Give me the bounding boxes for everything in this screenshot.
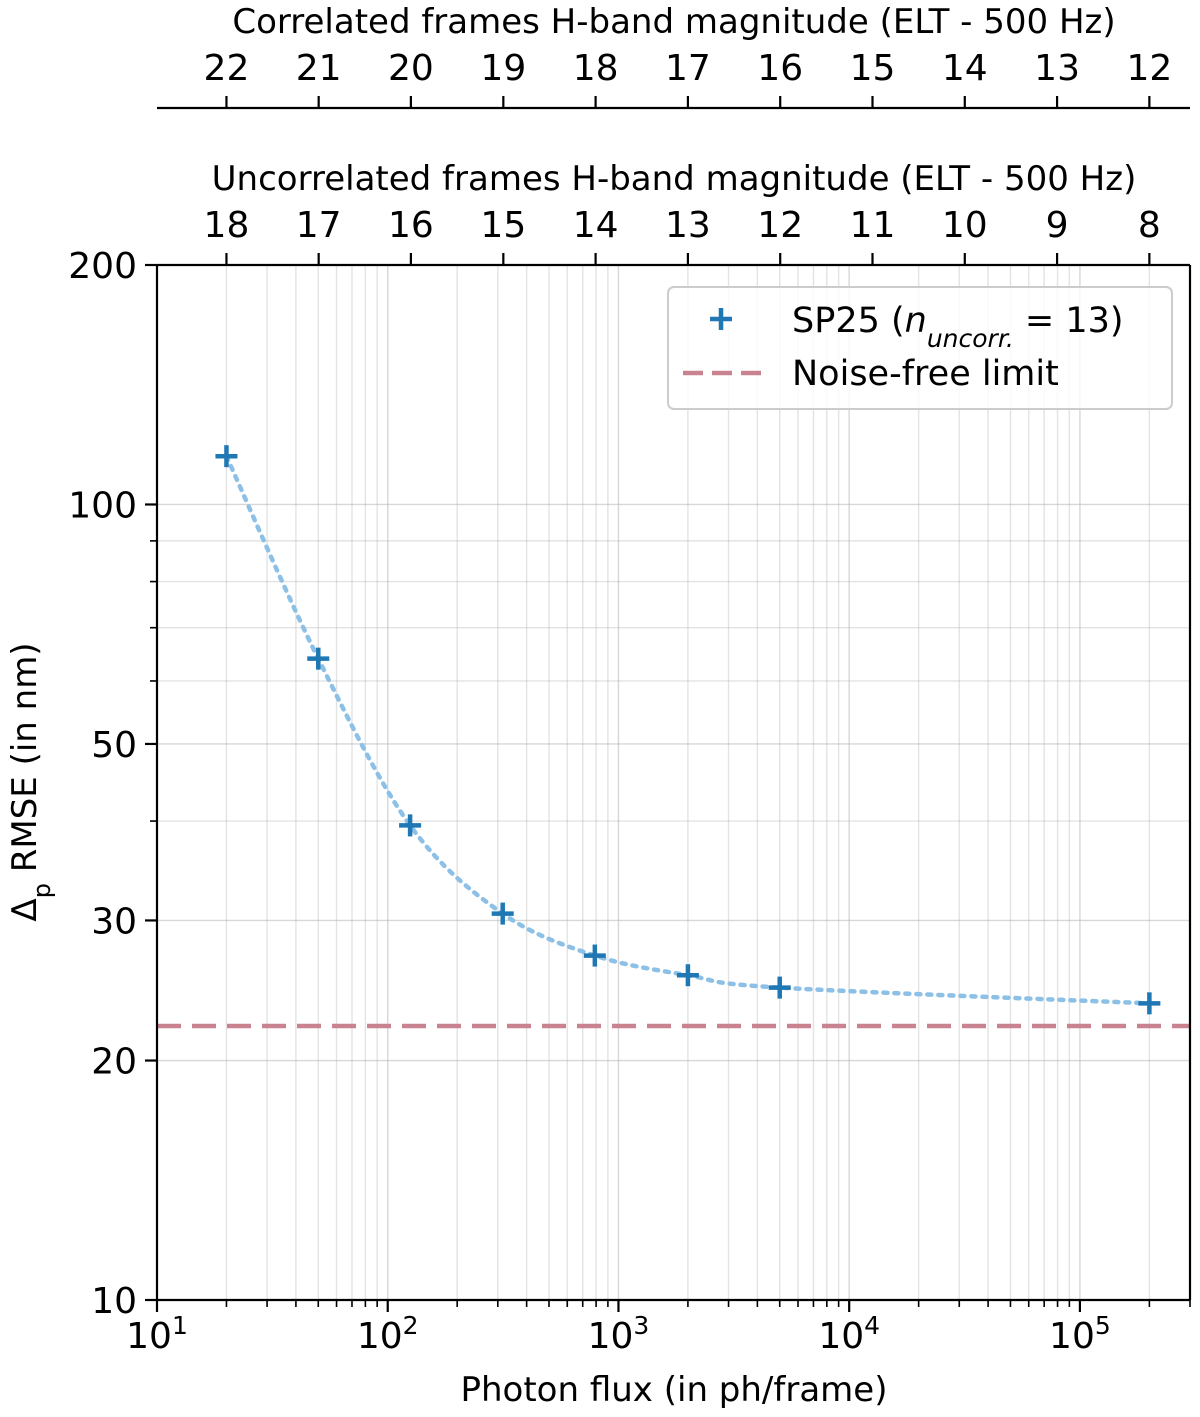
y-tick-label: 50 xyxy=(91,725,137,766)
top-axis-tick-label: 9 xyxy=(1046,205,1069,246)
data-point xyxy=(215,445,238,468)
top-axis-tick-label: 15 xyxy=(480,205,526,246)
x-tick-label: 102 xyxy=(357,1311,419,1358)
top-axis-tick-label: 12 xyxy=(1126,48,1172,89)
data-point xyxy=(307,647,330,670)
top-axis-tick-label: 14 xyxy=(573,205,619,246)
x-tick-label: 101 xyxy=(126,1311,188,1358)
top-axis-tick-label: 17 xyxy=(665,48,711,89)
top-axis-tick-label: 8 xyxy=(1138,205,1161,246)
y-tick-label: 100 xyxy=(68,485,137,526)
data-point xyxy=(583,944,606,967)
x-axis-label: Photon flux (in ph/frame) xyxy=(461,1370,888,1410)
correlated-axis-title: Correlated frames H-band magnitude (ELT … xyxy=(232,2,1115,42)
y-tick-label: 200 xyxy=(68,246,137,287)
top-axis-tick-label: 17 xyxy=(296,205,342,246)
top-axis-tick-label: 15 xyxy=(850,48,896,89)
legend-label-sp25: SP25 (nuncorr. = 13) xyxy=(792,301,1124,353)
top-axis-tick-label: 13 xyxy=(665,205,711,246)
grid xyxy=(156,264,1191,1301)
y-tick-label: 20 xyxy=(91,1042,137,1083)
top-axis-tick-label: 13 xyxy=(1034,48,1080,89)
top-axis-tick-label: 10 xyxy=(942,205,988,246)
top-axis-tick-label: 18 xyxy=(204,205,250,246)
top-axis-tick-label: 16 xyxy=(388,205,434,246)
y-axis-label: Δp RMSE (in nm) xyxy=(5,642,56,921)
top-axis-tick-label: 12 xyxy=(757,205,803,246)
series xyxy=(215,445,1161,1015)
x-tick-label: 104 xyxy=(818,1311,880,1358)
legend-label-noise-free: Noise-free limit xyxy=(792,354,1059,394)
top-axis-tick-label: 14 xyxy=(942,48,988,89)
y-tick-label: 30 xyxy=(91,901,137,942)
axes: 101 102 103 104 105 10 20 30 50 100 200 xyxy=(68,246,1192,1358)
top-axis-tick-label: 22 xyxy=(204,48,250,89)
top-axis-tick-label: 11 xyxy=(850,205,896,246)
top-axis-tick-label: 19 xyxy=(480,48,526,89)
axis-labels: Photon flux (in ph/frame) Δp RMSE (in nm… xyxy=(5,642,887,1410)
top-axis-tick-label: 18 xyxy=(573,48,619,89)
top-axis-tick-label: 16 xyxy=(757,48,803,89)
data-point xyxy=(491,902,514,925)
legend-box xyxy=(667,286,1173,410)
legend-marker-sp25 xyxy=(710,308,732,330)
data-point xyxy=(399,814,422,837)
data-point xyxy=(676,964,699,987)
uncorrelated-axis-title: Uncorrelated frames H-band magnitude (EL… xyxy=(212,159,1137,199)
legend: SP25 (nuncorr. = 13) Noise-free limit xyxy=(667,286,1173,410)
data-point xyxy=(768,976,791,999)
top-axis-tick-label: 20 xyxy=(388,48,434,89)
top-axis-tick-label: 21 xyxy=(296,48,342,89)
correlated-magnitude-axis: 22 21 20 19 18 17 16 15 14 13 12 Correlated frames … xyxy=(157,2,1190,110)
x-tick-label: 103 xyxy=(588,1311,650,1358)
data-point xyxy=(1138,992,1161,1015)
x-tick-label: 105 xyxy=(1049,1311,1111,1358)
top-axes: 22 21 20 19 18 17 16 15 14 13 12 Correlated frames … xyxy=(157,2,1190,265)
y-tick-label: 10 xyxy=(91,1281,137,1322)
